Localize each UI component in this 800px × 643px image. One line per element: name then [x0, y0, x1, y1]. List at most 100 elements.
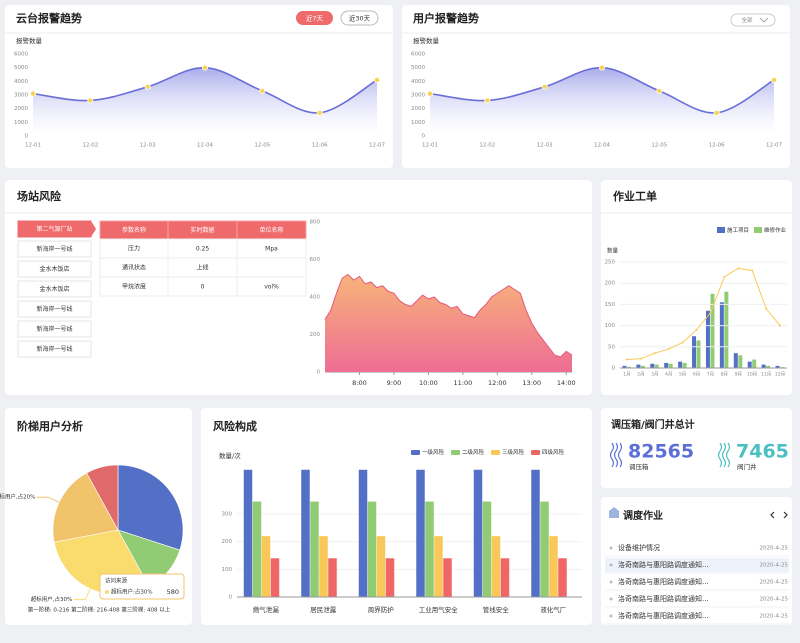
point: [653, 352, 656, 355]
button-label: 近30天: [349, 14, 371, 23]
area: [430, 67, 774, 136]
y-tick-label: 50: [608, 344, 615, 350]
bar: [500, 558, 510, 597]
x-tick-label: 12-07: [369, 143, 385, 149]
bar: [482, 501, 492, 597]
station-item[interactable]: [17, 240, 92, 258]
x-tick-label: 12-01: [422, 143, 438, 149]
station-name: 新海岸一号线: [36, 345, 72, 353]
station-item[interactable]: [17, 300, 92, 318]
dropdown-arrow: [759, 17, 769, 23]
wave-icon: [609, 442, 615, 468]
point: [751, 269, 754, 272]
panel-title: 作业工单: [613, 189, 657, 203]
bar: [376, 536, 386, 597]
x-tick-label: 2月: [637, 372, 644, 378]
button[interactable]: [296, 11, 333, 25]
total-value: 82565: [628, 441, 694, 463]
pie-slice: [86, 464, 119, 531]
bar: [622, 365, 627, 368]
point: [765, 307, 768, 310]
prev-arrow[interactable]: [770, 511, 775, 519]
x-tick-label: 12-05: [651, 143, 667, 149]
x-tick-label: 11:00: [453, 379, 472, 387]
tooltip-dot: [105, 590, 109, 594]
y-tick-label: 0: [25, 134, 29, 140]
point: [667, 347, 670, 350]
bar: [696, 340, 701, 368]
next-arrow[interactable]: [783, 511, 788, 519]
bullet: [609, 614, 613, 618]
x-tick-label: 8月: [721, 372, 728, 378]
bar: [328, 558, 337, 597]
x-tick-label: 10:00: [419, 379, 438, 387]
y-tick-label: 150: [605, 302, 616, 308]
station-item[interactable]: [17, 320, 92, 338]
bar: [310, 501, 319, 597]
bullet: [609, 580, 613, 584]
dispatch-date: 2020-4-25: [760, 546, 789, 552]
x-tick-label: 12-03: [140, 143, 156, 149]
panel-title: 调压箱/阀门井总计: [611, 418, 695, 431]
x-tick-label: 12-06: [709, 143, 725, 149]
panel-title: 场站风险: [17, 189, 62, 203]
y-tick-label: 5000: [14, 65, 28, 71]
panel: [601, 408, 792, 488]
y-tick-label: 0: [612, 366, 616, 372]
table-cell-text: 甲烷浓度: [122, 283, 146, 291]
point: [723, 275, 726, 278]
x-tick-label: 居民泄露: [310, 605, 337, 614]
y-tick-label: 1000: [411, 120, 425, 126]
x-tick-label: 11月: [761, 372, 771, 378]
y-tick-label: 250: [605, 260, 616, 266]
x-tick-label: 12-06: [312, 143, 328, 149]
bar: [270, 558, 280, 597]
x-tick-label: 12-04: [594, 143, 610, 149]
bar: [491, 536, 501, 597]
legend-label: 二级风险: [462, 448, 485, 456]
bar: [367, 501, 377, 597]
station-item[interactable]: [17, 260, 92, 278]
dispatch-date: 2020-4-25: [760, 614, 789, 620]
dropdown[interactable]: [730, 13, 776, 27]
bar: [558, 558, 567, 597]
bullet: [609, 563, 613, 567]
point: [541, 83, 548, 90]
point: [29, 90, 36, 97]
station-name: 金水木饭店: [39, 265, 69, 273]
point: [373, 76, 380, 83]
station-item[interactable]: [17, 340, 92, 358]
point: [144, 83, 151, 90]
panel-title: 用户报警趋势: [413, 11, 479, 25]
station-item[interactable]: [17, 280, 92, 298]
button[interactable]: [340, 10, 379, 26]
bar: [443, 558, 452, 597]
legend-swatch: [717, 227, 725, 233]
bar: [425, 501, 434, 597]
x-tick-label: 12-04: [197, 143, 213, 149]
bullet: [609, 597, 613, 601]
y-tick-label: 100: [605, 323, 616, 329]
bar: [636, 364, 641, 368]
bar: [416, 469, 425, 597]
dispatch-date: 2020-4-25: [760, 563, 789, 569]
y-tick-label: 6000: [411, 52, 425, 58]
x-tick-label: 14:00: [557, 379, 576, 387]
pie-footer: 第一阶梯: 0-216 第二阶梯: 216-408 第三阶梯: 408 以上: [28, 606, 171, 614]
bullet: [609, 546, 613, 550]
x-tick-label: 9:00: [387, 379, 402, 387]
bar: [733, 353, 738, 368]
legend-label: 一级风险: [422, 448, 445, 456]
x-tick-label: 8:00: [352, 379, 367, 387]
legend-label: 四级风险: [542, 448, 565, 456]
bar: [664, 362, 669, 368]
bar: [752, 359, 757, 368]
y-tick-label: 3000: [14, 93, 28, 99]
dispatch-text: 洛奇南路与惠阳路调度通知...: [618, 560, 709, 569]
point: [737, 267, 740, 270]
wave-icon: [717, 442, 723, 468]
bar: [747, 361, 752, 368]
table-header: 单位名称: [259, 226, 283, 234]
bar: [385, 558, 395, 597]
